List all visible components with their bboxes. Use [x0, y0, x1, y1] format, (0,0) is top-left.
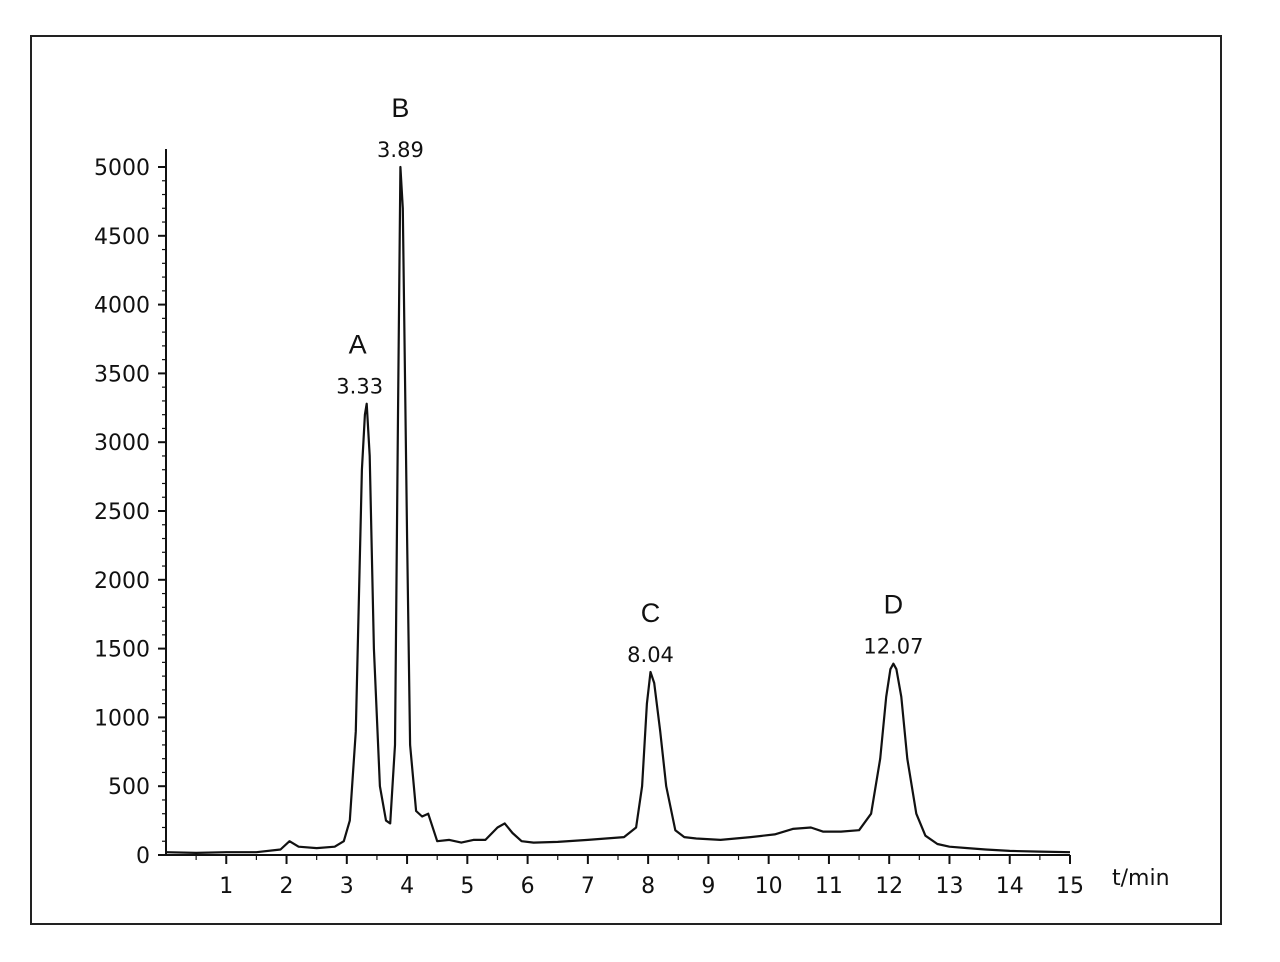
- chromatogram-trace: [165, 165, 1071, 854]
- y-tick-label: 1500: [94, 638, 150, 663]
- y-tick-label: 2000: [94, 569, 150, 594]
- peak-letter-label: B: [391, 93, 409, 123]
- chart-frame: 0 500 1000 1500 2000 2500 3000 3500 4000 4500 5000…: [30, 35, 1222, 925]
- x-tick-label: 12: [875, 874, 903, 899]
- peak-letter-label: C: [641, 598, 661, 628]
- x-tick-label: 13: [935, 874, 963, 899]
- peak-retention-time: 8.04: [627, 643, 674, 667]
- x-axis-label: t/min: [1112, 866, 1170, 891]
- y-tick-label: 0: [136, 844, 150, 869]
- peak-labels: 3.33 A 3.89 B 8.04 C 12.07 D: [336, 93, 923, 667]
- x-axis-ticks: 1 2 3 4 5 6 7 8 9 10 11 12 13 14 15: [195, 855, 1084, 899]
- y-tick-label: 4500: [94, 225, 150, 250]
- x-tick-label: 15: [1056, 874, 1084, 899]
- x-tick-label: 1: [219, 874, 233, 899]
- x-tick-label: 4: [400, 874, 414, 899]
- x-tick-label: 6: [521, 874, 535, 899]
- x-tick-label: 14: [996, 874, 1024, 899]
- chromatogram-chart: 0 500 1000 1500 2000 2500 3000 3500 4000 4500 5000…: [94, 93, 1170, 899]
- x-tick-label: 2: [280, 874, 294, 899]
- y-tick-label: 5000: [94, 156, 150, 181]
- x-tick-label: 8: [641, 874, 655, 899]
- x-tick-label: 11: [815, 874, 843, 899]
- x-tick-label: 10: [755, 874, 783, 899]
- y-tick-label: 2500: [94, 500, 150, 525]
- peak-letter-label: D: [884, 590, 904, 620]
- x-tick-label: 3: [340, 874, 354, 899]
- y-tick-label: 500: [108, 775, 150, 800]
- y-tick-label: 3000: [94, 431, 150, 456]
- y-tick-label: 4000: [94, 294, 150, 319]
- x-tick-label: 5: [460, 874, 474, 899]
- peak-letter-label: A: [349, 330, 367, 360]
- y-axis-ticks: 0 500 1000 1500 2000 2500 3000 3500 4000 4500 5000: [94, 156, 166, 869]
- peak-retention-time: 3.89: [377, 138, 424, 162]
- y-tick-label: 1000: [94, 706, 150, 731]
- peak-retention-time: 3.33: [336, 375, 383, 399]
- x-tick-label: 9: [701, 874, 715, 899]
- y-tick-label: 3500: [94, 362, 150, 387]
- peak-retention-time: 12.07: [863, 635, 923, 659]
- x-tick-label: 7: [581, 874, 595, 899]
